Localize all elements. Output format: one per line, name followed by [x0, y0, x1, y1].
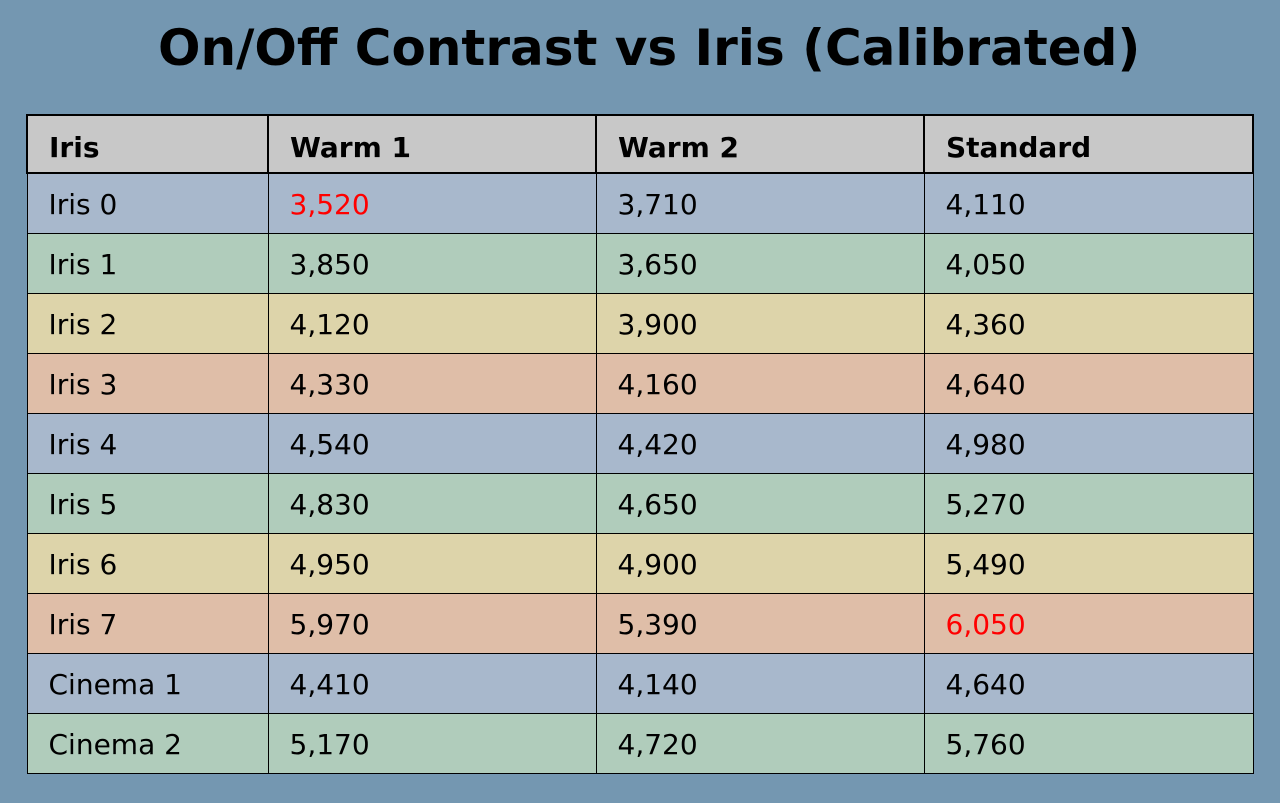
row-label: Iris 3 [26, 352, 269, 414]
table-cell: 4,540 [267, 412, 597, 474]
table-cell: 4,110 [923, 172, 1254, 234]
column-header-warm-1: Warm 1 [267, 114, 597, 174]
table-cell: 5,170 [267, 712, 597, 774]
table-cell: 4,900 [595, 532, 925, 594]
row-label: Iris 1 [26, 232, 269, 294]
row-label: Iris 7 [26, 592, 269, 654]
table-cell: 4,650 [595, 472, 925, 534]
table-body: Iris 0 3,520 3,710 4,110 Iris 1 3,850 3,650 4,0… [26, 172, 1254, 774]
table-row: Iris 7 5,970 5,390 6,050 [26, 592, 1254, 654]
header-row: Iris Warm 1 Warm 2 Standard [26, 114, 1254, 174]
row-label: Iris 5 [26, 472, 269, 534]
table-row: Iris 0 3,520 3,710 4,110 [26, 172, 1254, 234]
chart-title: On/Off Contrast vs Iris (Calibrated) [158, 19, 1141, 77]
table-header: Iris Warm 1 Warm 2 Standard [26, 114, 1254, 174]
table-row: Iris 6 4,950 4,900 5,490 [26, 532, 1254, 594]
table-cell: 4,330 [267, 352, 597, 414]
table-row: Iris 4 4,540 4,420 4,980 [26, 412, 1254, 474]
table-row: Iris 1 3,850 3,650 4,050 [26, 232, 1254, 294]
table-cell: 3,650 [595, 232, 925, 294]
table-cell: 4,640 [923, 652, 1254, 714]
table-cell: 4,360 [923, 292, 1254, 354]
table-cell: 6,050 [923, 592, 1254, 654]
column-header-iris: Iris [26, 114, 269, 174]
row-label: Iris 2 [26, 292, 269, 354]
table-cell: 4,980 [923, 412, 1254, 474]
table-cell: 4,120 [267, 292, 597, 354]
table-cell: 4,830 [267, 472, 597, 534]
table-row: Cinema 2 5,170 4,720 5,760 [26, 712, 1254, 774]
table-cell: 3,710 [595, 172, 925, 234]
table-cell: 3,900 [595, 292, 925, 354]
table-cell: 4,160 [595, 352, 925, 414]
table-cell: 4,140 [595, 652, 925, 714]
table-cell: 3,850 [267, 232, 597, 294]
table-cell: 4,050 [923, 232, 1254, 294]
table-cell: 4,950 [267, 532, 597, 594]
table-cell: 5,490 [923, 532, 1254, 594]
row-label: Cinema 2 [26, 712, 269, 774]
table-cell: 5,970 [267, 592, 597, 654]
contrast-table: Iris Warm 1 Warm 2 Standard Iris 0 3,520 3… [26, 114, 1254, 774]
column-header-standard: Standard [923, 114, 1254, 174]
table-cell: 5,270 [923, 472, 1254, 534]
table-cell: 4,410 [267, 652, 597, 714]
column-header-warm-2: Warm 2 [595, 114, 925, 174]
table-cell: 4,640 [923, 352, 1254, 414]
table-cell: 4,420 [595, 412, 925, 474]
table-cell: 5,760 [923, 712, 1254, 774]
table-cell: 3,520 [267, 172, 597, 234]
row-label: Iris 6 [26, 532, 269, 594]
table-row: Iris 2 4,120 3,900 4,360 [26, 292, 1254, 354]
row-label: Cinema 1 [26, 652, 269, 714]
table-cell: 4,720 [595, 712, 925, 774]
row-label: Iris 0 [26, 172, 269, 234]
table-cell: 5,390 [595, 592, 925, 654]
table-row: Iris 3 4,330 4,160 4,640 [26, 352, 1254, 414]
table-row: Iris 5 4,830 4,650 5,270 [26, 472, 1254, 534]
row-label: Iris 4 [26, 412, 269, 474]
table-row: Cinema 1 4,410 4,140 4,640 [26, 652, 1254, 714]
